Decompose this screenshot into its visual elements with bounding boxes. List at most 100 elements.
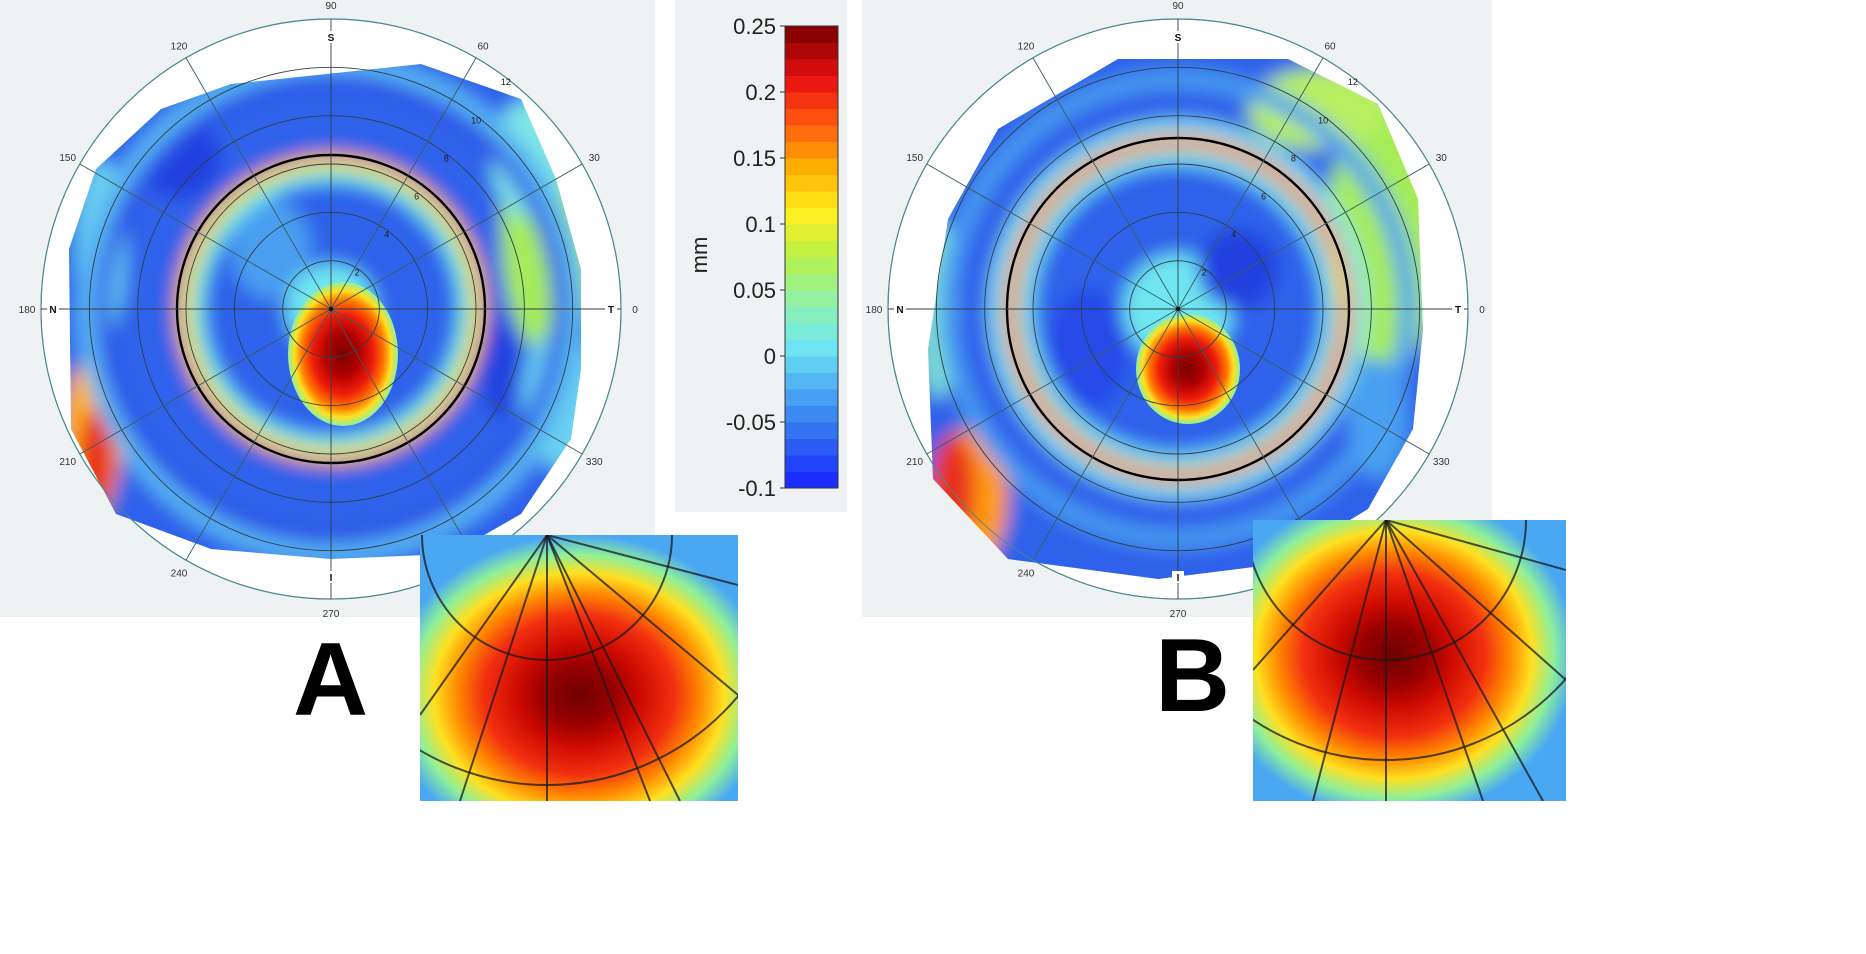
colorbar-step	[785, 207, 838, 225]
colorbar-tick-label: 0.05	[733, 278, 776, 303]
angle-tick-label: 180	[19, 305, 36, 316]
radial-tick-label: 8	[444, 153, 449, 163]
colorbar-svg: 0.25 0.2 0.15 0.1 0.05 0 -0.05 -0.1 mm	[687, 14, 839, 501]
radial-tick-label: 2	[355, 268, 360, 278]
colorbar-step	[785, 108, 838, 126]
angle-spoke	[330, 308, 583, 455]
angle-tick-label: 90	[325, 1, 337, 12]
colorbar-tick-label: 0.1	[745, 212, 776, 237]
colorbar-step	[785, 92, 838, 109]
angle-tick-label: 0	[632, 305, 638, 316]
orientation-label-bg	[1452, 303, 1464, 315]
colorbar-step	[785, 125, 838, 142]
colorbar-tick-label: -0.05	[726, 410, 776, 435]
angle-tick-label: 180	[866, 305, 883, 316]
colorbar-frame	[784, 25, 839, 489]
inset-ring	[1253, 520, 1527, 661]
colorbar-step	[785, 438, 838, 456]
orientation-label-bg	[325, 31, 337, 43]
colorbar-step	[785, 191, 838, 208]
inset-a-svg	[420, 535, 738, 801]
center-point	[1175, 306, 1181, 312]
orientation-label-top: S	[1175, 33, 1182, 44]
angle-spoke	[1032, 57, 1179, 310]
radial-tick-label: 4	[384, 230, 389, 240]
angle-tick-label: 330	[586, 457, 603, 468]
colorbar-step	[785, 26, 838, 43]
heatmap-region	[931, 434, 975, 544]
angle-tick-label: 210	[906, 457, 923, 468]
colorbar-tick-label: 0.25	[733, 14, 776, 39]
colorbar-step	[785, 405, 838, 423]
radial-tick-label: 4	[1231, 230, 1236, 240]
inset-grid-line	[420, 535, 548, 716]
inset-zoom-b	[1253, 520, 1566, 801]
inset-heat	[1253, 520, 1566, 801]
panel-label-b: B	[1155, 618, 1231, 734]
colorbar-step	[785, 290, 838, 307]
heatmap-region	[1198, 229, 1278, 309]
angle-tick-label: 120	[1018, 42, 1035, 53]
center-point	[328, 306, 334, 312]
colorbar-step	[785, 257, 838, 274]
angle-tick-label: 330	[1433, 457, 1450, 468]
angle-tick-label: 240	[1018, 568, 1035, 579]
inset-zoom-a	[420, 535, 738, 801]
orientation-label-bottom: I	[330, 573, 333, 584]
angle-spoke	[926, 163, 1179, 310]
colorbar-step	[785, 471, 838, 489]
colorbar-step	[785, 174, 838, 192]
colorbar-step	[785, 75, 838, 93]
angle-spoke	[185, 308, 332, 561]
radial-tick-label: 10	[1318, 115, 1328, 125]
inset-grid-line	[1385, 520, 1544, 801]
orientation-label-bg	[1172, 31, 1184, 43]
polar-map-a-svg: 030609012015018021024027030033024681012S…	[19, 1, 639, 617]
angle-tick-label: 30	[1436, 153, 1448, 164]
inset-grid-line	[546, 535, 681, 801]
angle-tick-label: 60	[477, 42, 489, 53]
colorbar-step	[785, 323, 838, 340]
inset-heat	[420, 535, 738, 801]
angle-tick-label: 150	[59, 153, 76, 164]
angle-tick-label: 210	[59, 457, 76, 468]
radial-tick-label: 8	[1291, 153, 1296, 163]
colorbar-step	[785, 455, 838, 472]
angle-tick-label: 60	[1324, 42, 1336, 53]
radial-tick-label: 2	[1202, 268, 1207, 278]
radial-tick-label: 12	[1348, 77, 1358, 87]
inset-grid-line	[546, 535, 738, 586]
angle-tick-label: 150	[906, 153, 923, 164]
polar-map-a: 030609012015018021024027030033024681012S…	[0, 0, 655, 617]
colorbar-step	[785, 306, 838, 324]
inset-grid-line	[1312, 520, 1387, 801]
inset-grid-line	[1385, 520, 1566, 681]
orientation-label-bg	[605, 303, 617, 315]
orientation-label-bg	[1172, 571, 1184, 583]
inset-ring	[420, 694, 738, 786]
inset-grid-line	[459, 535, 548, 801]
colorbar-step	[785, 372, 838, 390]
orientation-label-bg	[325, 571, 337, 583]
angle-tick-label: 90	[1172, 1, 1184, 12]
colorbar-step	[785, 141, 838, 159]
angle-spoke	[1032, 308, 1179, 561]
angle-spoke	[79, 308, 332, 455]
inset-grid-line	[1385, 520, 1484, 801]
colorbar-panel: 0.25 0.2 0.15 0.1 0.05 0 -0.05 -0.1 mm	[675, 0, 847, 512]
angle-spoke	[330, 57, 477, 310]
colorbar-step	[785, 240, 838, 258]
angle-spoke	[926, 308, 1179, 455]
angle-spoke	[330, 308, 477, 561]
radial-tick-label: 10	[471, 115, 481, 125]
angle-tick-label: 270	[1170, 609, 1187, 617]
orientation-label-bottom: I	[1177, 573, 1180, 584]
orientation-label-left: N	[896, 305, 903, 316]
colorbar-tick-label: 0.2	[745, 80, 776, 105]
orientation-label-top: S	[328, 33, 335, 44]
orientation-label-right: T	[1455, 305, 1461, 316]
polar-map-b-svg: 030609012015018021024027030033024681012S…	[866, 1, 1486, 617]
inset-b-svg	[1253, 520, 1566, 801]
inset-grid-line	[546, 535, 651, 801]
central-elevation	[1136, 314, 1240, 424]
